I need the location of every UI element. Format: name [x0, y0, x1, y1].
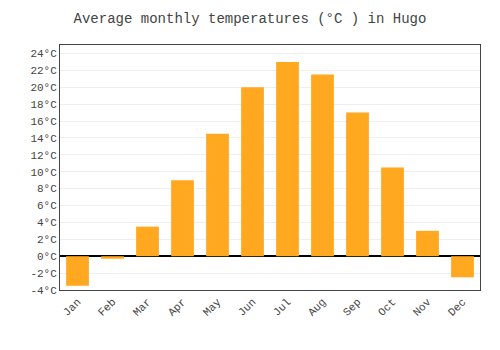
svg-text:Mar: Mar — [131, 296, 153, 318]
svg-text:Jun: Jun — [236, 296, 258, 318]
svg-text:Sep: Sep — [341, 296, 363, 318]
svg-text:24°C: 24°C — [30, 48, 57, 60]
svg-text:18°C: 18°C — [30, 99, 57, 111]
svg-text:16°C: 16°C — [30, 116, 57, 128]
svg-text:10°C: 10°C — [30, 167, 57, 179]
svg-text:8°C: 8°C — [37, 183, 57, 195]
svg-text:20°C: 20°C — [30, 82, 57, 94]
svg-text:-4°C: -4°C — [30, 285, 57, 297]
svg-text:0°C: 0°C — [37, 251, 57, 263]
svg-text:2°C: 2°C — [37, 234, 57, 246]
svg-text:Jul: Jul — [271, 296, 293, 318]
svg-text:May: May — [201, 296, 224, 319]
svg-text:12°C: 12°C — [30, 150, 57, 162]
svg-text:4°C: 4°C — [37, 217, 57, 229]
svg-text:6°C: 6°C — [37, 200, 57, 212]
svg-text:Apr: Apr — [166, 296, 188, 318]
svg-text:Average monthly temperatures (: Average monthly temperatures (°C ) in Hu… — [74, 11, 427, 27]
svg-text:Dec: Dec — [446, 296, 468, 318]
svg-text:22°C: 22°C — [30, 65, 57, 77]
svg-text:14°C: 14°C — [30, 133, 57, 145]
svg-text:Feb: Feb — [96, 296, 118, 318]
svg-text:Nov: Nov — [411, 296, 434, 319]
svg-text:Aug: Aug — [306, 296, 328, 318]
svg-text:Jan: Jan — [61, 296, 83, 318]
svg-text:Oct: Oct — [376, 296, 398, 318]
svg-text:-2°C: -2°C — [30, 268, 57, 280]
